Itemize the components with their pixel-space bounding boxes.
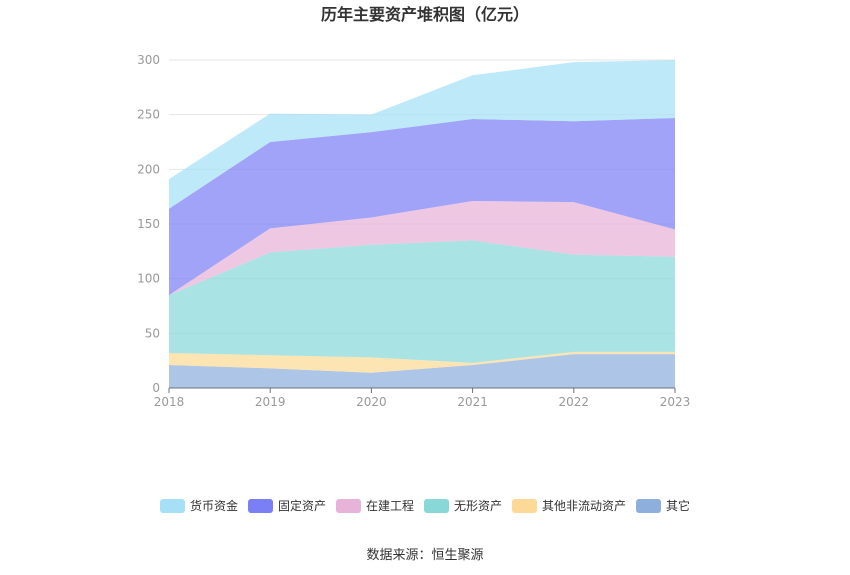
legend-label: 固定资产 (278, 498, 326, 513)
area-series-5[interactable] (169, 60, 675, 209)
x-tick-label: 2022 (559, 395, 590, 409)
legend[interactable]: 货币资金 固定资产 在建工程 无形资产 其他非流动资产 其它 (160, 498, 690, 513)
legend-swatch (636, 499, 661, 513)
x-tick-label: 2018 (154, 395, 185, 409)
axes: 0 50 100 150 200 250 300 2018 2019 2020 2021 2022 20… (137, 53, 690, 409)
legend-swatch (512, 499, 537, 513)
y-tick-label: 250 (137, 108, 160, 122)
x-tick-label: 2020 (356, 395, 387, 409)
plot-area (169, 60, 675, 388)
legend-item[interactable]: 其它 (636, 498, 690, 513)
legend-swatch (336, 499, 361, 513)
y-tick-label: 300 (137, 53, 160, 67)
area-series-2[interactable] (169, 240, 675, 363)
area-series-1[interactable] (169, 351, 675, 373)
legend-swatch (248, 499, 273, 513)
legend-item[interactable]: 固定资产 (248, 498, 326, 513)
data-source: 数据来源：恒生聚源 (366, 548, 483, 563)
chart-title: 历年主要资产堆积图（亿元） (321, 5, 529, 24)
y-tick-label: 150 (137, 217, 160, 231)
area-series-0[interactable] (169, 354, 675, 388)
legend-swatch (424, 499, 449, 513)
legend-swatch (160, 499, 185, 513)
legend-label: 在建工程 (366, 498, 414, 513)
x-tick-label: 2021 (457, 395, 488, 409)
x-tick-label: 2019 (255, 395, 286, 409)
legend-label: 其他非流动资产 (542, 499, 626, 513)
legend-label: 其它 (666, 498, 690, 513)
area-series-3[interactable] (169, 201, 675, 296)
area-series-4[interactable] (169, 117, 675, 296)
y-tick-label: 100 (137, 272, 160, 286)
legend-item[interactable]: 无形资产 (424, 499, 502, 513)
legend-label: 货币资金 (190, 498, 238, 513)
y-tick-label: 0 (152, 381, 160, 395)
legend-item[interactable]: 其他非流动资产 (512, 499, 626, 513)
legend-item[interactable]: 货币资金 (160, 498, 238, 513)
y-tick-label: 200 (137, 162, 160, 176)
legend-label: 无形资产 (454, 499, 502, 513)
legend-item[interactable]: 在建工程 (336, 498, 414, 513)
x-tick-label: 2023 (660, 395, 691, 409)
y-tick-label: 50 (145, 326, 160, 340)
